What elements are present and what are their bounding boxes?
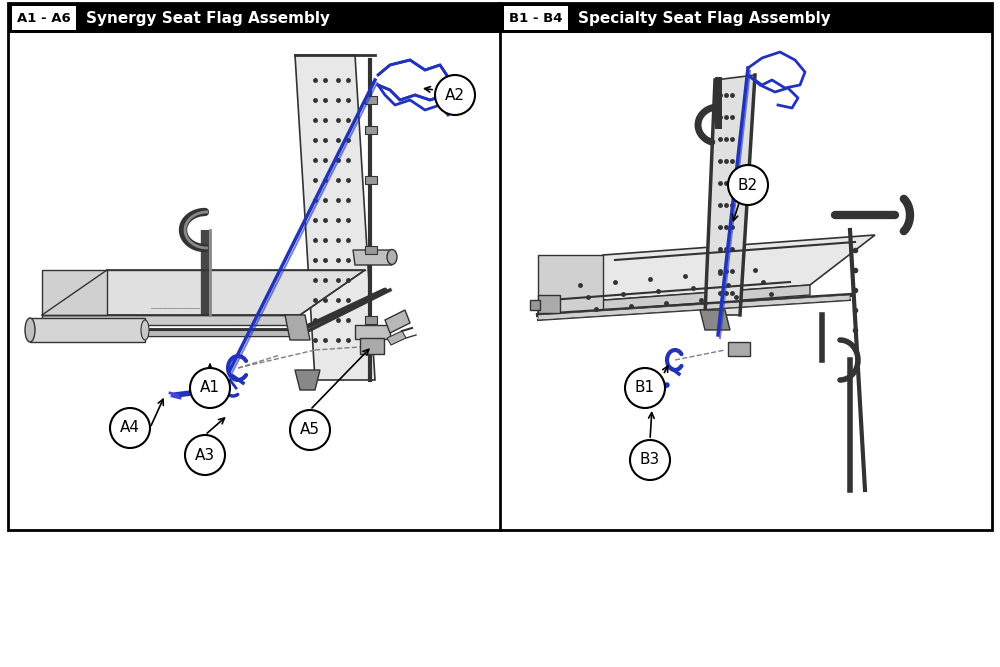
Ellipse shape xyxy=(141,320,149,340)
Circle shape xyxy=(185,435,225,475)
Bar xyxy=(365,126,377,134)
Polygon shape xyxy=(538,255,603,315)
Bar xyxy=(365,316,377,324)
Bar xyxy=(504,6,568,30)
Circle shape xyxy=(290,410,330,450)
Text: Synergy Seat Flag Assembly: Synergy Seat Flag Assembly xyxy=(86,11,330,25)
Text: B2: B2 xyxy=(738,177,758,193)
Text: B1: B1 xyxy=(635,380,655,396)
Bar xyxy=(530,300,540,310)
Polygon shape xyxy=(295,55,375,380)
Polygon shape xyxy=(285,315,310,340)
Text: B3: B3 xyxy=(640,452,660,468)
Bar xyxy=(365,246,377,254)
Circle shape xyxy=(110,408,150,448)
Bar xyxy=(365,96,377,104)
Circle shape xyxy=(435,75,475,115)
Bar xyxy=(500,3,992,33)
Polygon shape xyxy=(705,75,755,315)
Polygon shape xyxy=(42,270,365,315)
Text: A2: A2 xyxy=(445,87,465,103)
Polygon shape xyxy=(295,370,320,390)
Circle shape xyxy=(630,440,670,480)
Polygon shape xyxy=(538,295,850,320)
Text: A4: A4 xyxy=(120,420,140,436)
Polygon shape xyxy=(30,318,145,342)
Polygon shape xyxy=(538,285,810,315)
Bar xyxy=(355,325,390,339)
Bar xyxy=(365,176,377,184)
Polygon shape xyxy=(538,235,875,305)
Bar xyxy=(538,295,560,313)
Bar xyxy=(728,342,750,356)
Text: A3: A3 xyxy=(195,448,215,462)
Text: B1 - B4: B1 - B4 xyxy=(509,11,563,25)
Text: Specialty Seat Flag Assembly: Specialty Seat Flag Assembly xyxy=(578,11,831,25)
Bar xyxy=(8,3,992,530)
Polygon shape xyxy=(42,315,300,325)
Text: A1 - A6: A1 - A6 xyxy=(17,11,71,25)
Text: A1: A1 xyxy=(200,380,220,396)
Bar xyxy=(8,3,500,33)
Polygon shape xyxy=(385,310,410,333)
Circle shape xyxy=(190,368,230,408)
Bar xyxy=(12,6,76,30)
Text: A5: A5 xyxy=(300,422,320,438)
Polygon shape xyxy=(387,331,406,345)
Polygon shape xyxy=(700,310,730,330)
Ellipse shape xyxy=(387,249,397,265)
Polygon shape xyxy=(353,250,392,265)
Bar xyxy=(360,338,384,354)
Text: ──────────: ────────── xyxy=(150,303,200,312)
Polygon shape xyxy=(30,330,300,336)
Circle shape xyxy=(728,165,768,205)
Circle shape xyxy=(625,368,665,408)
Polygon shape xyxy=(42,270,107,315)
Ellipse shape xyxy=(25,318,35,342)
